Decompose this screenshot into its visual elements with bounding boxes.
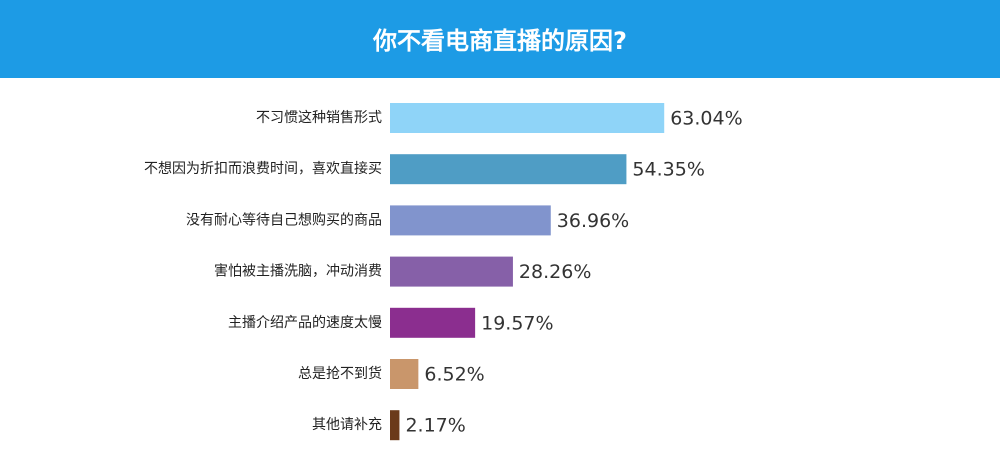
value-label: 28.26% <box>519 261 591 283</box>
category-label: 不习惯这种销售形式 <box>256 109 382 126</box>
value-label: 54.35% <box>632 159 704 181</box>
bar <box>390 256 513 287</box>
category-label: 没有耐心等待自己想购买的商品 <box>186 211 382 228</box>
bar <box>390 103 665 133</box>
value-label: 19.57% <box>481 312 553 334</box>
value-label: 6.52% <box>424 364 484 386</box>
value-label: 2.17% <box>405 415 465 437</box>
bar <box>390 205 551 236</box>
category-label: 害怕被主播洗脑，冲动消费 <box>214 264 382 280</box>
value-label: 36.96% <box>557 210 629 232</box>
bar <box>390 410 400 441</box>
bar <box>390 154 627 185</box>
category-label: 主播介绍产品的速度太慢 <box>228 314 382 331</box>
category-label: 总是抢不到货 <box>298 365 382 382</box>
bar <box>390 307 476 338</box>
category-label: 其他请补充 <box>312 417 382 433</box>
title-banner <box>0 0 1000 78</box>
category-label: 不想因为折扣而浪费时间，喜欢直接买 <box>144 160 382 177</box>
value-label: 63.04% <box>670 108 742 130</box>
bar <box>390 359 419 389</box>
chart-title: 你不看电商直播的原因? <box>372 27 627 55</box>
